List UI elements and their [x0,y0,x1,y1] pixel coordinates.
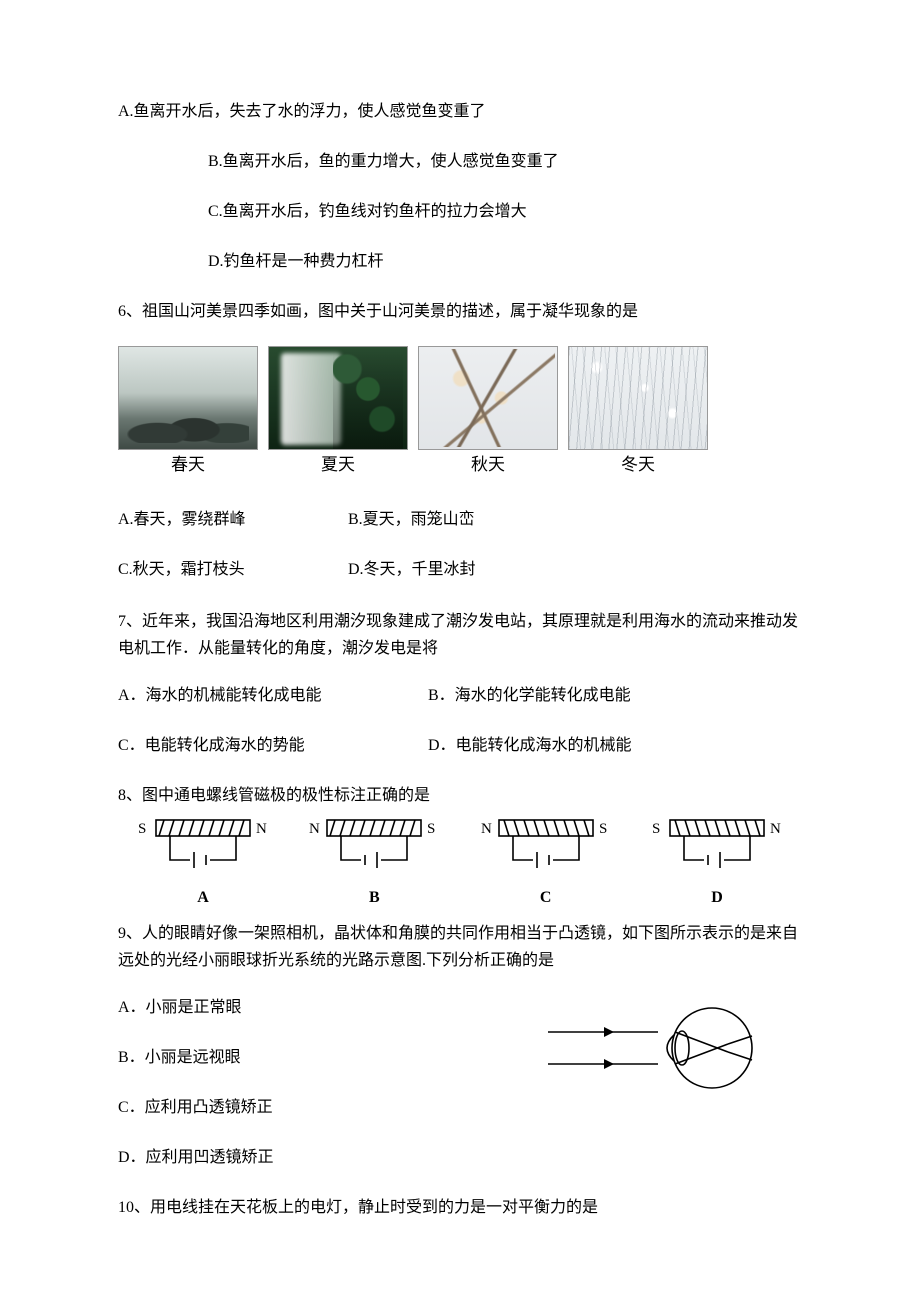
q6-stem: 6、祖国山河美景四季如画，图中关于山河美景的描述，属于凝华现象的是 [118,300,802,324]
solenoid-b: N S [299,814,449,876]
q7-opt-c: C．电能转化成海水的势能 [118,734,428,758]
q5-opt-c: C.鱼离开水后，钓鱼线对钓鱼杆的拉力会增大 [118,200,802,224]
q5-opt-a: A.鱼离开水后，失去了水的浮力，使人感觉鱼变重了 [118,100,802,124]
solenoid-d: S N [642,814,792,876]
q5-opt-d: D.钓鱼杆是一种费力杠杆 [118,250,802,274]
fig-spring [118,346,258,450]
q8-cap-c: C [471,886,621,910]
q8-cap-b: B [299,886,449,910]
svg-text:N: N [256,821,267,837]
q8-stem: 8、图中通电螺线管磁极的极性标注正确的是 [118,784,802,808]
cap-winter: 冬天 [568,452,708,478]
svg-text:S: S [652,821,660,837]
q6-opt-d: D.冬天，千里冰封 [348,558,476,582]
cap-spring: 春天 [118,452,258,478]
fig-autumn [418,346,558,450]
q8-cap-a: A [128,886,278,910]
q10-stem: 10、用电线挂在天花板上的电灯，静止时受到的力是一对平衡力的是 [118,1196,802,1220]
solenoid-a: S N [128,814,278,876]
q7-opt-b: B．海水的化学能转化成电能 [428,684,631,708]
q9-opt-d: D．应利用凹透镜矫正 [118,1146,542,1170]
svg-text:S: S [138,821,146,837]
q7-opt-a: A．海水的机械能转化成电能 [118,684,428,708]
svg-text:N: N [309,821,320,837]
solenoid-c: N S [471,814,621,876]
q6-figures: 春天 夏天 秋天 冬天 [118,346,802,478]
q9-stem: 9、人的眼睛好像一架照相机，晶状体和角膜的共同作用相当于凸透镜，如下图所示表示的… [118,920,802,974]
q7-stem: 7、近年来，我国沿海地区利用潮汐现象建成了潮汐发电站，其原理就是利用海水的流动来… [118,608,802,662]
cap-autumn: 秋天 [418,452,558,478]
q6-opt-b: B.夏天，雨笼山峦 [348,508,475,532]
q6-opt-a: A.春天，雾绕群峰 [118,508,348,532]
q7-opt-d: D．电能转化成海水的机械能 [428,734,632,758]
cap-summer: 夏天 [268,452,408,478]
q9-opt-c: C．应利用凸透镜矫正 [118,1096,542,1120]
fig-summer [268,346,408,450]
q5-opt-b: B.鱼离开水后，鱼的重力增大，使人感觉鱼变重了 [118,150,802,174]
svg-text:S: S [599,821,607,837]
eye-diagram [542,1002,792,1102]
fig-winter [568,346,708,450]
q6-opt-c: C.秋天，霜打枝头 [118,558,348,582]
q8-figures: S N A N S B [118,814,802,910]
svg-text:N: N [770,821,781,837]
q9-opt-a: A．小丽是正常眼 [118,996,542,1020]
q9-opt-b: B．小丽是远视眼 [118,1046,542,1070]
svg-text:N: N [481,821,492,837]
svg-text:S: S [427,821,435,837]
q8-cap-d: D [642,886,792,910]
